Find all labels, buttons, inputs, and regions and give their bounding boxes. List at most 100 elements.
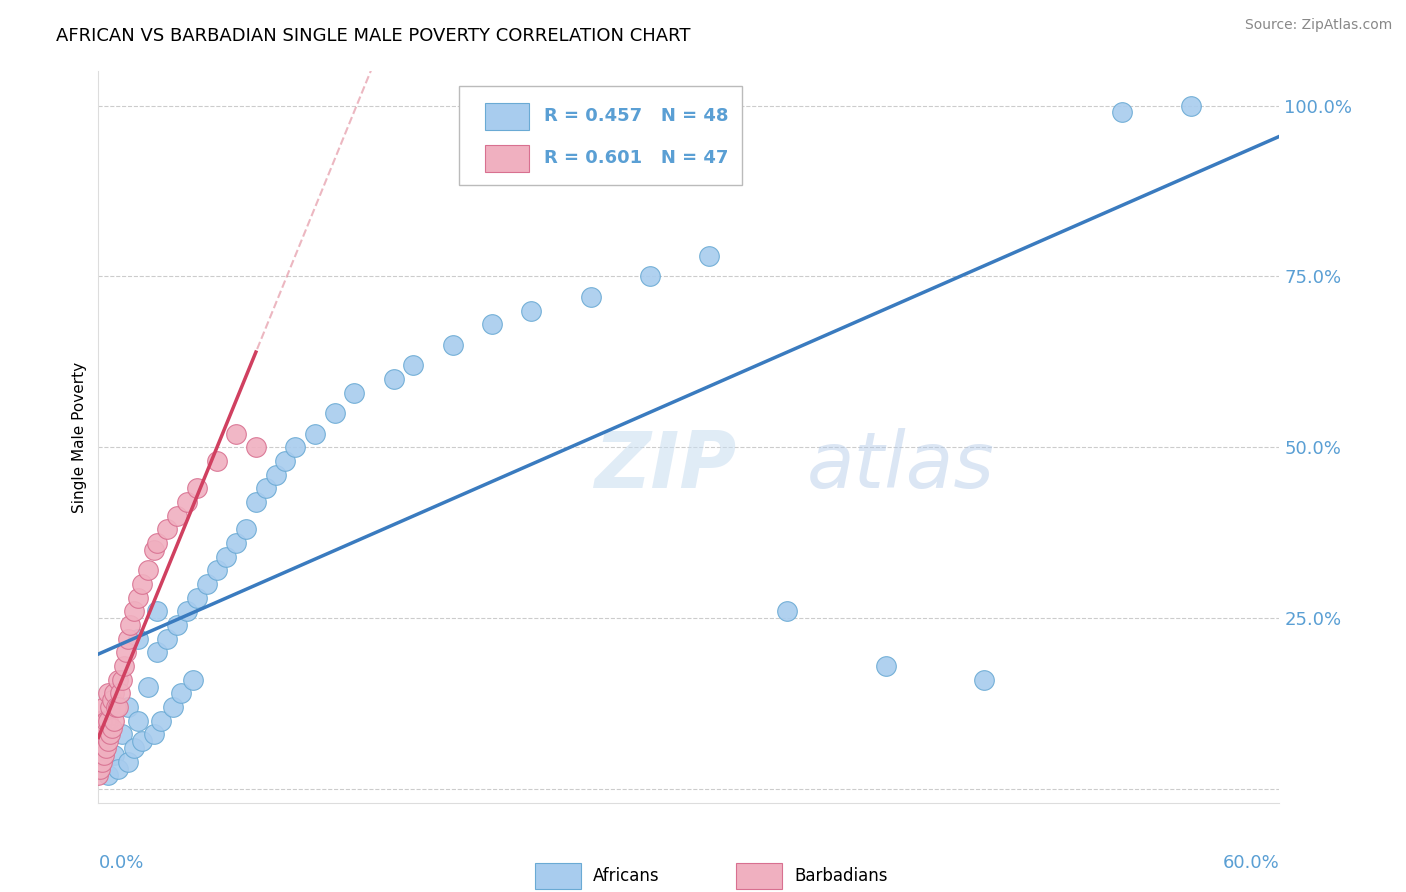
Point [91, 714, 114, 728]
Point [579, 290, 602, 304]
Point [96, 714, 118, 728]
Point [87, 741, 110, 756]
Point [93, 700, 115, 714]
Point [146, 604, 169, 618]
Point [97, 686, 120, 700]
Point [136, 680, 159, 694]
Point [245, 440, 267, 454]
Text: Barbadians: Barbadians [794, 867, 887, 885]
FancyBboxPatch shape [458, 86, 742, 185]
Point [89, 727, 111, 741]
Point [875, 659, 897, 673]
Point [118, 618, 141, 632]
Point [127, 632, 149, 646]
Point [1180, 98, 1202, 112]
Point [166, 508, 188, 523]
Point [441, 338, 464, 352]
Point [91, 734, 114, 748]
Point [117, 700, 139, 714]
Point [136, 563, 159, 577]
Text: ZIP: ZIP [595, 428, 737, 504]
Point [170, 686, 193, 700]
Text: Africans: Africans [593, 867, 659, 885]
Point [274, 454, 297, 468]
Point [205, 563, 228, 577]
Point [101, 693, 124, 707]
Point [343, 385, 366, 400]
Text: R = 0.601   N = 47: R = 0.601 N = 47 [544, 150, 728, 168]
Point [973, 673, 995, 687]
Text: AFRICAN VS BARBADIAN SINGLE MALE POVERTY CORRELATION CHART: AFRICAN VS BARBADIAN SINGLE MALE POVERTY… [56, 27, 690, 45]
FancyBboxPatch shape [485, 145, 530, 172]
Point [142, 727, 165, 741]
Point [122, 741, 145, 756]
Point [481, 318, 503, 332]
Point [235, 522, 257, 536]
Point [382, 372, 405, 386]
Point [117, 632, 139, 646]
Point [112, 659, 135, 673]
Point [98, 700, 121, 714]
Point [107, 673, 129, 687]
Point [87, 755, 110, 769]
Point [89, 747, 111, 762]
Text: R = 0.457   N = 48: R = 0.457 N = 48 [544, 107, 728, 126]
Point [264, 467, 287, 482]
Point [195, 577, 218, 591]
Point [103, 686, 125, 700]
Point [93, 727, 115, 741]
Point [96, 741, 118, 756]
Point [697, 249, 720, 263]
Point [215, 549, 238, 564]
Text: Source: ZipAtlas.com: Source: ZipAtlas.com [1244, 18, 1392, 32]
Point [776, 604, 799, 618]
Point [304, 426, 326, 441]
Point [181, 673, 204, 687]
Point [186, 481, 208, 495]
Text: atlas: atlas [807, 428, 995, 504]
FancyBboxPatch shape [737, 863, 782, 889]
Point [87, 727, 110, 741]
Point [108, 686, 131, 700]
Point [117, 755, 139, 769]
Point [127, 591, 149, 605]
Point [146, 536, 169, 550]
Point [98, 727, 121, 741]
FancyBboxPatch shape [536, 863, 582, 889]
Point [254, 481, 277, 495]
Point [115, 645, 138, 659]
Point [103, 714, 125, 728]
Point [89, 762, 111, 776]
Y-axis label: Single Male Poverty: Single Male Poverty [72, 361, 87, 513]
Point [97, 734, 120, 748]
Point [107, 700, 129, 714]
Text: 0.0%: 0.0% [98, 854, 143, 872]
Point [87, 768, 110, 782]
Point [107, 762, 129, 776]
Point [146, 645, 169, 659]
FancyBboxPatch shape [485, 103, 530, 130]
Point [131, 577, 153, 591]
Point [156, 522, 179, 536]
Point [111, 673, 134, 687]
Point [93, 747, 115, 762]
Point [520, 303, 543, 318]
Point [142, 542, 165, 557]
Point [166, 618, 188, 632]
Point [101, 721, 124, 735]
Point [87, 714, 110, 728]
Point [245, 495, 267, 509]
Point [156, 632, 179, 646]
Point [122, 604, 145, 618]
Point [1111, 105, 1133, 120]
Point [402, 359, 425, 373]
Point [111, 727, 134, 741]
Point [162, 700, 184, 714]
Point [97, 714, 120, 728]
Point [186, 591, 208, 605]
Point [205, 454, 228, 468]
Point [97, 768, 120, 782]
Point [225, 426, 247, 441]
Point [127, 714, 149, 728]
Point [131, 734, 153, 748]
